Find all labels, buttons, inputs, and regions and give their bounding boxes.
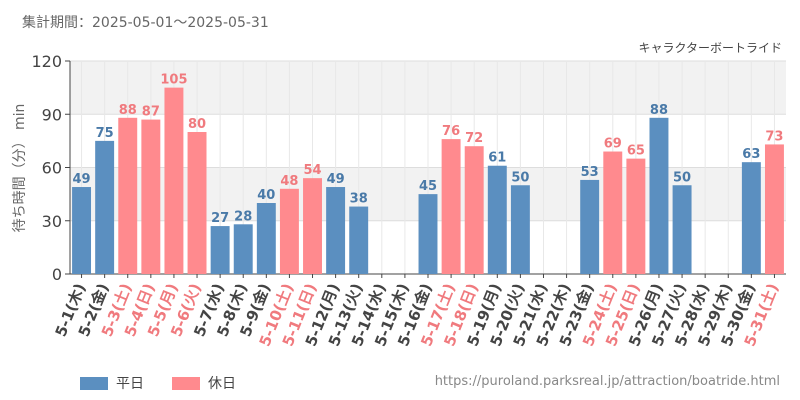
x-tick-labels: 5-1(木)5-2(金)5-3(土)5-4(日)5-5(月)5-6(火)5-7(…	[52, 281, 783, 349]
data-label: 45	[419, 179, 437, 194]
bar	[603, 151, 623, 274]
legend: 平日 休日	[80, 373, 236, 393]
bar	[741, 162, 761, 274]
data-label: 72	[465, 131, 483, 146]
bar	[764, 144, 784, 274]
bar	[649, 117, 669, 274]
bar	[418, 194, 438, 274]
data-label: 87	[142, 105, 160, 120]
y-axis-label: 待ち時間（分） min	[12, 104, 28, 233]
y-tick-labels: 0 30 60 90 120	[31, 52, 62, 284]
bar	[626, 158, 646, 274]
data-label: 38	[350, 192, 368, 207]
value-labels: 49 75 88 87 105 80 27 28 40 48 54 49 38 45 76 72 61 50 53 6…	[73, 73, 784, 226]
bar	[672, 185, 692, 274]
data-label: 50	[511, 170, 529, 185]
legend-swatch-holiday	[172, 376, 200, 390]
bar	[164, 87, 184, 274]
legend-swatch-weekday	[80, 376, 108, 390]
data-label: 75	[96, 126, 114, 141]
bar	[303, 178, 322, 274]
legend-label-holiday: 休日	[208, 376, 236, 392]
legend-label-weekday: 平日	[116, 376, 144, 392]
data-label: 53	[581, 165, 599, 180]
data-label: 27	[211, 211, 229, 226]
bar	[487, 165, 507, 274]
bar	[95, 140, 115, 274]
bar	[580, 179, 600, 274]
data-label: 69	[604, 137, 622, 152]
bar	[349, 206, 369, 274]
y-tick-label: 0	[52, 265, 62, 284]
bar	[326, 187, 346, 274]
data-label: 54	[303, 163, 321, 178]
period-label: 集計期間：2025-05-01～2025-05-31	[22, 15, 269, 31]
bar	[510, 185, 530, 274]
legend-item-weekday: 平日	[80, 373, 144, 393]
attraction-name: キャラクターボートライド	[638, 41, 782, 55]
bar	[441, 139, 461, 274]
data-label: 49	[73, 172, 91, 187]
data-label: 48	[280, 174, 298, 189]
source-url: https://puroland.parksreal.jp/attraction…	[434, 374, 780, 389]
bar	[256, 203, 276, 274]
data-label: 105	[160, 73, 187, 88]
bar	[233, 224, 253, 274]
bar	[118, 117, 138, 274]
bar	[187, 132, 207, 274]
bar	[279, 188, 299, 274]
data-label: 49	[327, 172, 345, 187]
data-label: 73	[765, 129, 783, 144]
data-label: 40	[257, 188, 275, 203]
data-label: 61	[488, 151, 506, 166]
bar	[72, 187, 92, 274]
data-label: 88	[119, 103, 137, 118]
data-label: 65	[627, 144, 645, 159]
legend-item-holiday: 休日	[172, 373, 236, 393]
data-label: 88	[650, 103, 668, 118]
data-label: 80	[188, 117, 206, 132]
bar	[210, 226, 230, 274]
y-tick-label: 30	[42, 212, 62, 231]
bars	[72, 87, 784, 274]
y-tick-label: 90	[42, 105, 62, 124]
y-tick-label: 120	[31, 52, 62, 71]
data-label: 63	[742, 147, 760, 162]
bar	[141, 119, 161, 274]
bar	[464, 146, 484, 274]
data-label: 28	[234, 209, 252, 224]
y-tick-label: 60	[42, 159, 62, 178]
data-label: 50	[673, 170, 691, 185]
data-label: 76	[442, 124, 460, 139]
